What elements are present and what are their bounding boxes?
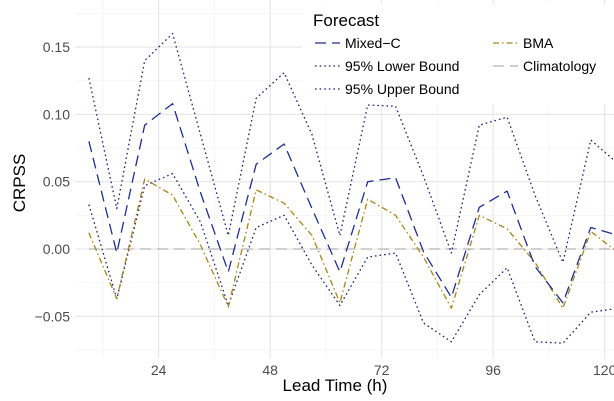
- legend: Forecast Mixed−C 95% Lower Bound 95% Upper…: [302, 4, 614, 104]
- y-tick-label: 0.15: [43, 39, 70, 55]
- series-line-1: [88, 172, 614, 344]
- legend-label-0: Mixed−C: [345, 35, 401, 51]
- series-line-3: [88, 178, 614, 309]
- y-tick-label: 0.00: [43, 241, 70, 257]
- y-axis-label: CRPSS: [10, 154, 29, 213]
- axis-ticks: 24 48 72 96 120 −0.05 0.00 0.05 0.10 0.15: [35, 39, 614, 378]
- y-tick-label: −0.05: [35, 308, 71, 324]
- y-tick-label: 0.05: [43, 174, 70, 190]
- legend-label-2: 95% Upper Bound: [345, 81, 459, 97]
- x-tick-label: 72: [374, 362, 390, 378]
- series-lines: [88, 32, 614, 344]
- legend-background: [302, 4, 614, 104]
- series-line-0: [88, 102, 614, 304]
- x-tick-label: 24: [151, 362, 167, 378]
- x-tick-label: 120: [593, 362, 614, 378]
- x-tick-label: 96: [485, 362, 501, 378]
- legend-label-3: BMA: [523, 35, 554, 51]
- legend-label-1: 95% Lower Bound: [345, 58, 459, 74]
- legend-title: Forecast: [313, 11, 379, 30]
- y-tick-label: 0.10: [43, 106, 70, 122]
- legend-label-4: Climatology: [523, 58, 596, 74]
- x-axis-label: Lead Time (h): [283, 376, 388, 395]
- x-tick-label: 48: [262, 362, 278, 378]
